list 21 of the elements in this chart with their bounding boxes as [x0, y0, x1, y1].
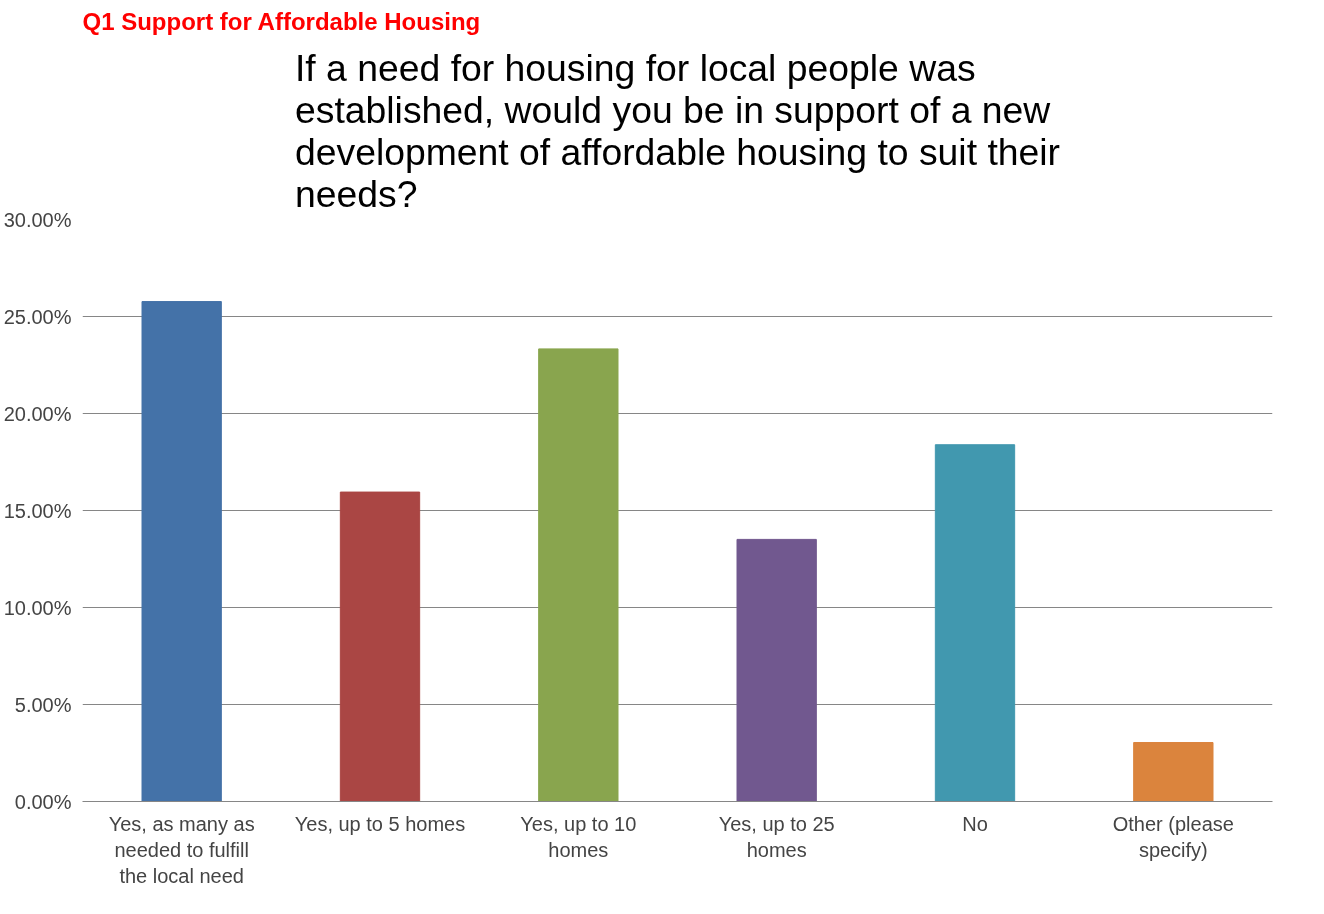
- bar: [339, 491, 421, 802]
- bar: [538, 348, 619, 802]
- x-tick-label: Yes, up to 10 homes: [520, 812, 637, 861]
- bar: [141, 301, 222, 802]
- bar: [934, 444, 1016, 802]
- y-tick-label: 25.00%: [3, 305, 72, 328]
- bar: [1133, 742, 1214, 802]
- x-tick-label: Yes, up to 25 homes: [718, 812, 835, 861]
- y-tick-label: 5.00%: [14, 693, 72, 716]
- bar: [736, 538, 817, 802]
- text: Q1 Support for Affordable Housing: [82, 7, 481, 35]
- x-tick-label: No: [962, 812, 988, 835]
- x-tick-label: Yes, up to 5 homes: [294, 812, 466, 835]
- y-tick-label: 30.00%: [3, 208, 72, 231]
- chart-title: If a need for housing for local people was established, would you be in support of a new development of affordable housing to suit their needs?: [294, 46, 1061, 215]
- y-tick-label: 20.00%: [3, 402, 72, 425]
- x-tick-label: Other (please specify): [1112, 812, 1234, 861]
- y-tick-label: 15.00%: [3, 499, 72, 522]
- y-tick-label: 10.00%: [3, 596, 72, 619]
- x-tick-label: Yes, as many as needed to fulfill the local need: [108, 812, 255, 888]
- y-tick-label: 0.00%: [14, 790, 72, 813]
